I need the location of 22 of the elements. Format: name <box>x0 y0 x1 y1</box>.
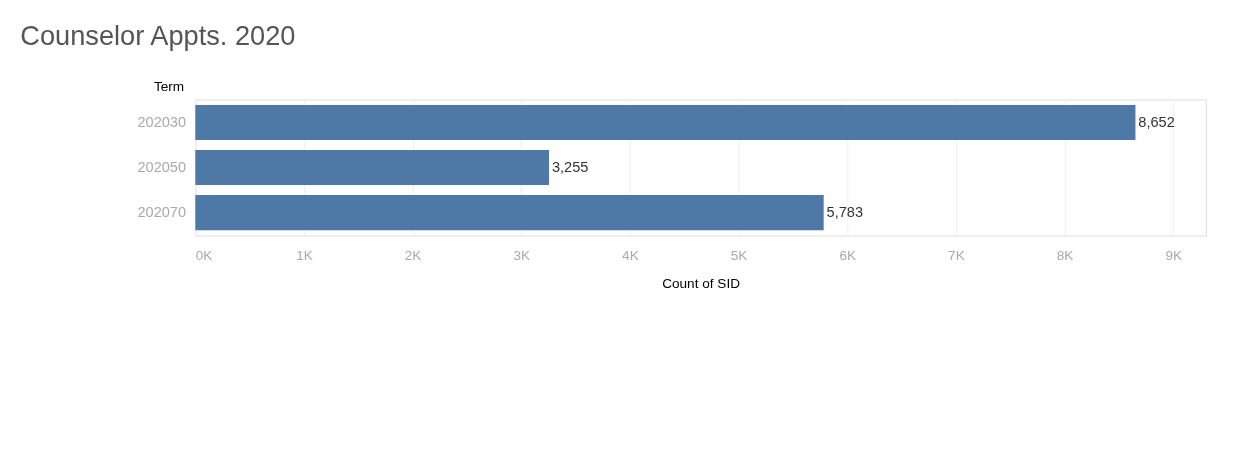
x-tick-label: 7K <box>948 248 965 264</box>
y-axis-title: Term <box>153 79 185 95</box>
x-tick-label: 1K <box>296 248 313 264</box>
chart-title: Counselor Appts. 2020 <box>20 20 296 52</box>
x-axis-title: Count of SID <box>662 275 741 291</box>
data-label: 8,652 <box>1138 114 1175 131</box>
bar <box>195 104 1136 141</box>
y-tick-label: 202030 <box>137 114 187 131</box>
bar <box>195 149 549 186</box>
x-tick-label: 3K <box>513 248 531 264</box>
x-tick-label: 4K <box>622 248 639 264</box>
y-tick-label: 202070 <box>137 204 187 221</box>
bar <box>195 195 824 231</box>
x-tick-label: 2K <box>404 248 422 264</box>
x-tick-label: 0K <box>195 248 213 264</box>
x-tick-label: 6K <box>839 248 857 264</box>
x-tick-label: 5K <box>730 248 748 264</box>
y-tick-label: 202050 <box>137 159 187 176</box>
x-tick-label: 8K <box>1056 248 1074 264</box>
x-tick-label: 9K <box>1165 248 1183 264</box>
data-label: 5,783 <box>826 204 864 221</box>
data-label: 3,255 <box>551 159 589 176</box>
